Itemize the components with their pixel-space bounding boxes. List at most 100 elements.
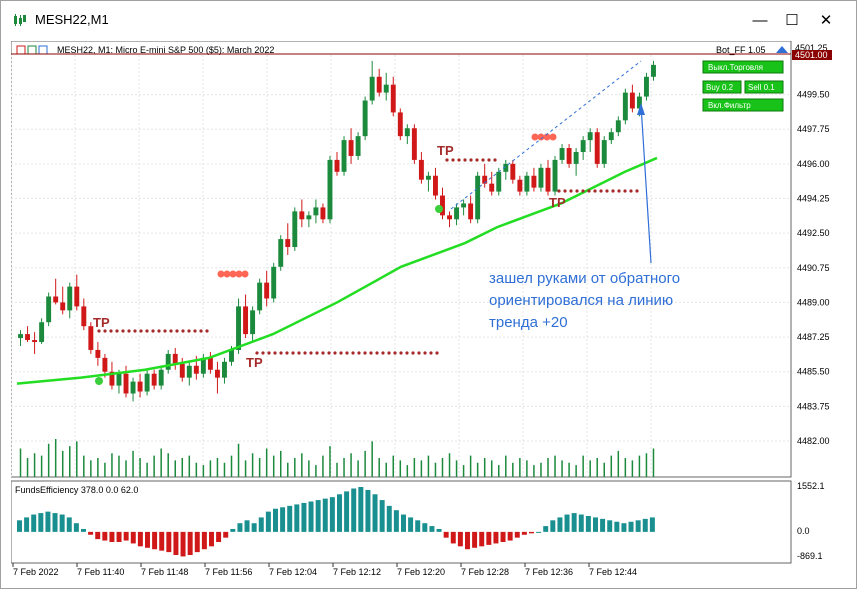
candle-body [482, 175, 488, 184]
candle-body [510, 163, 516, 180]
tp-dotted-line [475, 158, 479, 162]
indicator-bar [493, 531, 499, 544]
tp-dotted-line [321, 351, 325, 355]
tp-dotted-line [357, 351, 361, 355]
tp-dotted-line [605, 189, 609, 193]
indicator-bar [635, 520, 641, 532]
entry-marker [549, 133, 557, 141]
tp-dotted-line [297, 351, 301, 355]
candle-body [200, 357, 206, 374]
indicator-bar [358, 487, 364, 532]
candle-body [503, 163, 509, 172]
minimize-icon[interactable]: — [752, 12, 768, 29]
entry-marker [531, 133, 539, 141]
candle-body [447, 215, 452, 220]
candle-body [25, 334, 31, 341]
indicator-bar [628, 521, 634, 532]
indicator-bar [194, 531, 200, 553]
chart-canvas[interactable]: MESH22, M1: Micro E-mini S&P 500 ($5): M… [10, 40, 849, 581]
sell-button[interactable] [744, 80, 784, 94]
filter-on-button[interactable] [702, 98, 784, 112]
candle-body [229, 349, 234, 362]
candle-body [468, 203, 474, 220]
indicator-bar [315, 500, 321, 532]
candle-body [165, 353, 171, 370]
indicator-bar [59, 514, 65, 532]
candle-body [636, 96, 642, 109]
indicator-label: FundsEfficiency 378.0 0.0 62.0 [15, 485, 138, 495]
candle-body [475, 175, 481, 220]
tp-dotted-line [291, 351, 295, 355]
candle-body [580, 140, 586, 152]
annotation-line-3: тренда +20 [489, 314, 568, 331]
candle-body [566, 148, 572, 164]
price-tick-label: 4482.00 [797, 436, 830, 446]
candle-body [369, 76, 375, 101]
grid [10, 55, 791, 477]
candle-body [32, 340, 38, 343]
indicator-bar [287, 505, 293, 532]
indicator-bar [593, 517, 598, 532]
tp-dotted-line [593, 189, 597, 193]
candle-body [39, 322, 45, 343]
tp-dotted-line [581, 189, 585, 193]
candle-body [109, 371, 115, 386]
indicator-bar [450, 531, 456, 544]
tp-dotted-line [557, 189, 561, 193]
candle-body [144, 373, 150, 392]
price-tick-label: 4492.50 [797, 228, 830, 238]
sell-label: Sell 0.1 [748, 83, 775, 92]
indicator-bar [201, 531, 207, 550]
indicator-bar [408, 517, 414, 532]
candle-body [594, 132, 600, 164]
time-tick-label: 7 Feb 11:40 [77, 567, 124, 577]
close-icon[interactable]: ✕ [819, 12, 833, 29]
price-tick-label: 4494.25 [797, 194, 830, 204]
candle-body [517, 179, 523, 192]
tp-label-2: TP [246, 355, 263, 370]
tp-dotted-line [169, 329, 173, 333]
tp-dotted-line [267, 351, 271, 355]
candle-body [397, 112, 403, 137]
trading-off-button[interactable] [702, 60, 784, 74]
chart-app-icon [14, 14, 26, 26]
annotation-arrow [640, 104, 652, 264]
indicator-level-top: 1552.1 [797, 481, 825, 491]
tp-dotted-line [187, 329, 191, 333]
candle-body [643, 76, 649, 97]
tp-dotted-line [333, 351, 337, 355]
candle-body [615, 120, 621, 133]
indicator-bar [365, 489, 371, 532]
candle-body [587, 132, 593, 141]
candle-body [278, 239, 284, 267]
candle-body [327, 159, 333, 220]
buy-button[interactable] [702, 80, 742, 94]
candle-body [559, 148, 565, 160]
candle-body [362, 100, 368, 137]
candle-body [376, 76, 382, 93]
indicator-bar [337, 494, 342, 532]
candle-body [250, 310, 256, 335]
chart-area[interactable]: MESH22, M1: Micro E-mini S&P 500 ($5): M… [10, 40, 849, 581]
tp-dotted-line [127, 329, 131, 333]
indicator-bar [457, 531, 463, 547]
tp-dotted-line [417, 351, 421, 355]
tp-dotted-line [133, 329, 137, 333]
title-bar[interactable]: MESH22,M1 — ☐ ✕ [1, 1, 856, 41]
indicator-bar [102, 531, 108, 541]
indicator-bar [223, 531, 229, 538]
maximize-icon[interactable]: ☐ [785, 12, 799, 29]
tp-label-1: TP [93, 315, 110, 330]
indicator-level-bottom: -869.1 [797, 551, 823, 561]
trade-markers [95, 60, 642, 385]
candle-body [116, 373, 122, 386]
time-tick-label: 7 Feb 11:56 [205, 567, 252, 577]
indicator-bar [600, 518, 606, 532]
candle-body [172, 353, 178, 364]
time-axis: 7 Feb 2022 7 Feb 11:40 7 Feb 11:48 7 Feb 11… [12, 563, 637, 577]
indicator-bar [642, 518, 648, 532]
indicator-level-zero: 0.0 [797, 526, 810, 536]
volume-bars [19, 439, 655, 477]
indicator-bar [386, 505, 392, 532]
tp-dotted-line [115, 329, 119, 333]
